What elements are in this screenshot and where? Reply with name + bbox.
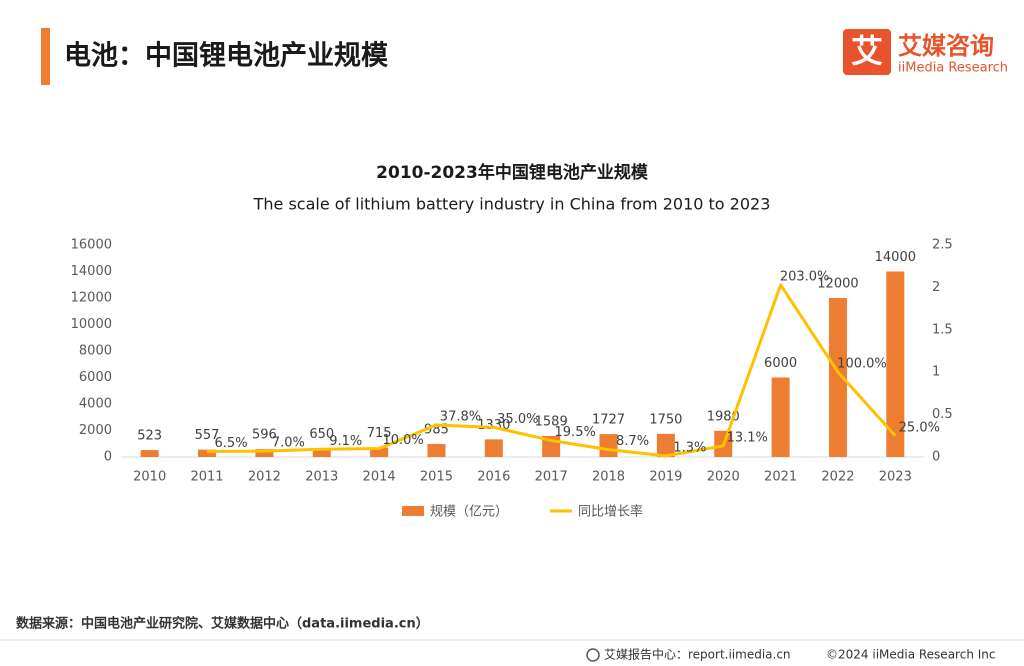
y-tick-label: 14000 [71,264,112,279]
bar [198,449,217,457]
bar [484,439,503,457]
bar [656,433,675,457]
x-tick-label: 2013 [305,470,338,485]
line-label: 1.3% [673,440,706,455]
header-accent [41,28,50,85]
line-label: 13.1% [727,430,768,445]
chart-title: 2010-2023年中国锂电池产业规模 [376,162,649,183]
legend-label: 规模（亿元） [430,505,508,520]
y-tick-label: 4000 [79,397,112,412]
line-label: 9.1% [329,434,362,449]
line-label: 37.8% [440,409,481,424]
bar [771,377,790,457]
x-tick-label: 2015 [420,470,453,485]
bar-label: 1727 [592,413,625,428]
footer-report: 艾媒报告中心：report.iimedia.cn [604,647,791,662]
bar-label: 715 [367,426,392,441]
logo-sub: iiMedia Research [898,61,1008,76]
y2-tick-label: 2.5 [932,238,953,253]
y2-tick-label: 1 [932,365,940,380]
y-tick-label: 6000 [79,370,112,385]
line-label: 7.0% [272,436,305,451]
bar-label: 650 [309,427,334,442]
x-tick-label: 2012 [248,470,281,485]
legend-label: 同比增长率 [578,504,643,520]
bar [828,298,847,457]
x-tick-label: 2011 [190,470,223,485]
bar [312,448,331,457]
bar [427,443,446,457]
line-label: 8.7% [616,434,649,449]
line-label: 25.0% [899,420,940,435]
logo-mark: 艾 [851,32,883,70]
y-tick-label: 12000 [71,291,112,306]
bar-label: 557 [195,428,220,443]
footer-icon [586,648,600,662]
chart-subtitle: The scale of lithium battery industry in… [253,195,771,214]
line-label: 6.5% [215,436,248,451]
y2-tick-label: 1.5 [932,322,953,337]
bar [255,449,274,457]
bar-label: 6000 [764,356,797,371]
bar-label: 1750 [649,412,682,427]
line [207,283,897,458]
line-label: 35.0% [497,412,538,427]
bar [140,450,159,457]
x-tick-label: 2021 [764,470,797,485]
line-label: 100.0% [837,357,887,372]
y2-tick-label: 0 [932,450,940,465]
bar-label: 596 [252,428,277,443]
x-tick-label: 2019 [649,470,682,485]
line-label: 10.0% [382,433,423,448]
y-tick-label: 8000 [79,344,112,359]
logo-name: 艾媒咨询 [898,32,994,60]
y-tick-label: 0 [104,450,112,465]
source: 数据来源：中国电池产业研究院、艾媒数据中心（data.iimedia.cn） [16,616,429,632]
y-tick-label: 2000 [79,423,112,438]
bar [599,434,618,457]
bar [886,271,905,457]
y2-tick-label: 2 [932,280,940,295]
page-title: 电池：中国锂电池产业规模 [64,41,388,72]
bar-label: 523 [137,429,162,444]
y-tick-label: 10000 [71,317,112,332]
x-tick-label: 2014 [363,470,396,485]
footer-copyright: ©2024 iiMedia Research Inc [826,648,995,662]
logo-box [843,29,891,75]
x-tick-label: 2010 [133,470,166,485]
y-tick-label: 16000 [71,238,112,253]
x-tick-label: 2023 [879,470,912,485]
x-tick-label: 2018 [592,470,625,485]
x-tick-label: 2016 [477,470,510,485]
bar-label: 14000 [875,250,916,265]
legend-swatch [402,506,424,516]
line-label: 19.5% [555,425,596,440]
x-tick-label: 2017 [535,470,568,485]
bar [370,447,389,457]
bar-label: 12000 [817,277,858,292]
x-tick-label: 2020 [707,470,740,485]
y2-tick-label: 0.5 [932,407,953,422]
x-tick-label: 2022 [821,470,854,485]
bar-label: 1589 [535,414,568,429]
line-label: 203.0% [780,269,830,284]
